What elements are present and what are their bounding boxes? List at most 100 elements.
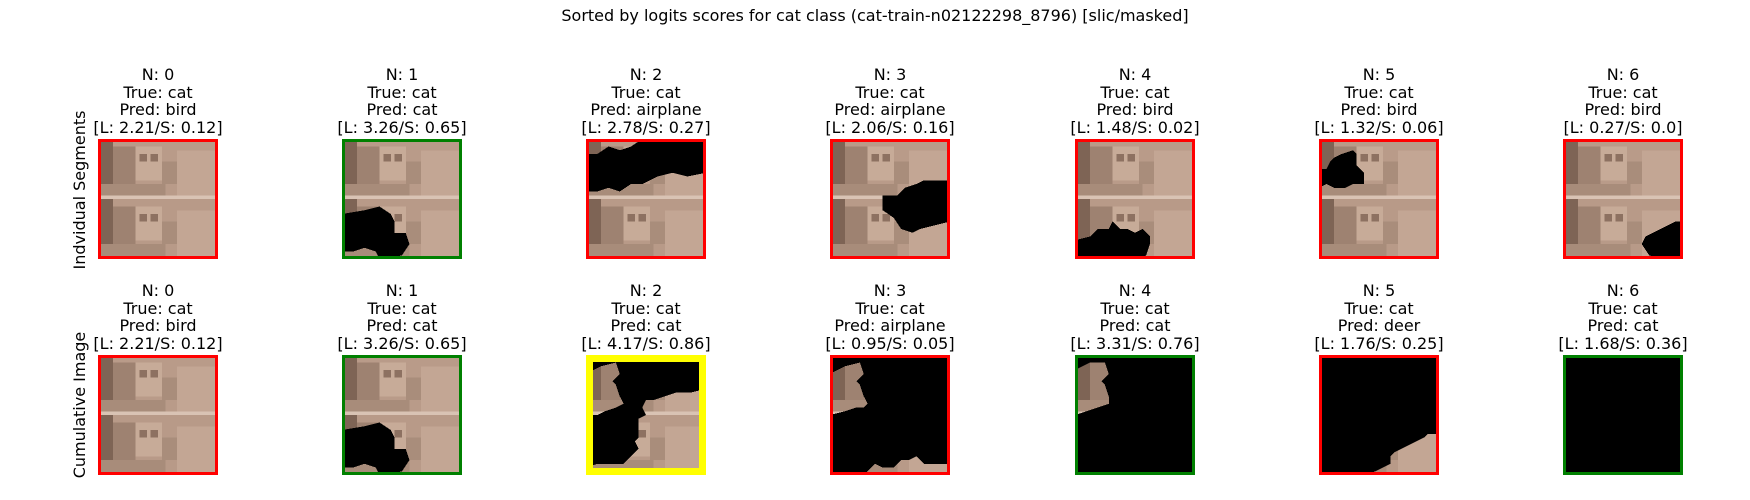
- panel-true-label: True: cat: [1588, 298, 1658, 318]
- mask-region: [1075, 355, 1195, 475]
- thumbnail-image: [342, 355, 462, 475]
- panel-pred: Pred: deer: [1337, 316, 1421, 335]
- panel-title: N: 5 True: cat Pred: bird [L: 1.32/S: 0.06]: [1289, 66, 1469, 136]
- panel-true-label: True: cat: [1344, 82, 1414, 102]
- panel-pred: Pred: bird: [119, 100, 197, 119]
- panel-n: N: 3: [873, 281, 907, 300]
- mask-region: [1641, 221, 1683, 259]
- panel-score: [L: 0.95/S: 0.05]: [825, 333, 955, 353]
- panel-score: [L: 4.17/S: 0.86]: [581, 333, 711, 353]
- panel-true-label: True: cat: [855, 82, 925, 102]
- panel-true-label: True: cat: [855, 298, 925, 318]
- thumbnail-image: [1563, 355, 1683, 475]
- panel-true-label: True: cat: [611, 298, 681, 318]
- cumulative-thumbnail: [98, 355, 218, 475]
- thumbnail-image: [98, 355, 218, 475]
- panel-score: [L: 2.21/S: 0.12]: [93, 333, 223, 353]
- panel-true-label: True: cat: [367, 82, 437, 102]
- panel-score: [L: 3.26/S: 0.65]: [337, 333, 467, 353]
- panel-pred: Pred: bird: [1340, 100, 1418, 119]
- cumulative-thumbnail: [1319, 355, 1439, 475]
- panel-pred: Pred: cat: [366, 100, 438, 119]
- cumulative-thumbnail: [1075, 355, 1195, 475]
- thumbnail-image: [830, 355, 950, 475]
- panel-true-label: True: cat: [367, 298, 437, 318]
- panel-title: N: 6 True: cat Pred: cat [L: 1.68/S: 0.36]: [1533, 282, 1713, 352]
- panel-true-label: True: cat: [123, 82, 193, 102]
- panel-pred: Pred: cat: [610, 316, 682, 335]
- panel-true-label: True: cat: [611, 82, 681, 102]
- panel-pred: Pred: cat: [1587, 316, 1659, 335]
- panel-title: N: 1 True: cat Pred: cat [L: 3.26/S: 0.65]: [312, 66, 492, 136]
- segment-thumbnail: [830, 139, 950, 259]
- panel-title: N: 1 True: cat Pred: cat [L: 3.26/S: 0.65]: [312, 282, 492, 352]
- mask-region: [1075, 221, 1150, 259]
- panel-true-label: True: cat: [1588, 82, 1658, 102]
- thumbnail-image: [1319, 139, 1439, 259]
- segment-thumbnail: [98, 139, 218, 259]
- thumbnail-image: [342, 139, 462, 259]
- panel-n: N: 6: [1606, 281, 1640, 300]
- panel-title: N: 2 True: cat Pred: airplane [L: 2.78/S: 0…: [556, 66, 736, 136]
- panel-n: N: 2: [629, 65, 663, 84]
- panel-title: N: 4 True: cat Pred: bird [L: 1.48/S: 0.02]: [1045, 66, 1225, 136]
- panel-n: N: 1: [385, 65, 419, 84]
- segment-thumbnail: [1563, 139, 1683, 259]
- panel-pred: Pred: airplane: [834, 316, 946, 335]
- panel-pred: Pred: bird: [119, 316, 197, 335]
- panel-pred: Pred: airplane: [834, 100, 946, 119]
- panel-pred: Pred: bird: [1096, 100, 1174, 119]
- mask-region: [1319, 355, 1439, 475]
- panel-title: N: 0 True: cat Pred: bird [L: 2.21/S: 0.12]: [68, 66, 248, 136]
- panel-score: [L: 2.21/S: 0.12]: [93, 117, 223, 137]
- mask-region: [882, 180, 950, 233]
- panel-pred: Pred: cat: [366, 316, 438, 335]
- photo-cat: [98, 139, 218, 259]
- panel-score: [L: 2.78/S: 0.27]: [581, 117, 711, 137]
- mask-region: [342, 422, 410, 475]
- panel-true-label: True: cat: [1100, 82, 1170, 102]
- thumbnail-image: [98, 139, 218, 259]
- panel-true-label: True: cat: [123, 298, 193, 318]
- panel-n: N: 5: [1362, 65, 1396, 84]
- panel-pred: Pred: bird: [1584, 100, 1662, 119]
- panel-title: N: 3 True: cat Pred: airplane [L: 2.06/S: 0…: [800, 66, 980, 136]
- thumbnail-image: [1319, 355, 1439, 475]
- panel-n: N: 6: [1606, 65, 1640, 84]
- panel-title: N: 3 True: cat Pred: airplane [L: 0.95/S: 0…: [800, 282, 980, 352]
- panel-score: [L: 3.31/S: 0.76]: [1070, 333, 1200, 353]
- cumulative-thumbnail: [342, 355, 462, 475]
- panel-score: [L: 1.48/S: 0.02]: [1070, 117, 1200, 137]
- mask-region: [1563, 355, 1683, 475]
- panel-n: N: 1: [385, 281, 419, 300]
- mask-region: [1319, 150, 1364, 188]
- panel-pred: Pred: airplane: [590, 100, 702, 119]
- cumulative-thumbnail: [1563, 355, 1683, 475]
- panel-n: N: 0: [141, 65, 175, 84]
- panel-title: N: 0 True: cat Pred: bird [L: 2.21/S: 0.12]: [68, 282, 248, 352]
- panel-n: N: 3: [873, 65, 907, 84]
- panel-title: N: 2 True: cat Pred: cat [L: 4.17/S: 0.86]: [556, 282, 736, 352]
- cumulative-thumbnail: [586, 355, 706, 475]
- thumbnail-image: [586, 139, 706, 259]
- mask-region: [830, 355, 950, 475]
- thumbnail-image: [1075, 139, 1195, 259]
- panel-score: [L: 1.68/S: 0.36]: [1558, 333, 1688, 353]
- segment-thumbnail: [1319, 139, 1439, 259]
- panel-title: N: 4 True: cat Pred: cat [L: 3.31/S: 0.76]: [1045, 282, 1225, 352]
- thumbnail-image: [1075, 355, 1195, 475]
- segment-thumbnail: [586, 139, 706, 259]
- panel-n: N: 0: [141, 281, 175, 300]
- thumbnail-image: [830, 139, 950, 259]
- panel-score: [L: 0.27/S: 0.0]: [1563, 117, 1683, 137]
- panel-true-label: True: cat: [1344, 298, 1414, 318]
- panel-n: N: 4: [1118, 281, 1152, 300]
- panel-score: [L: 1.32/S: 0.06]: [1314, 117, 1444, 137]
- mask-region: [586, 139, 706, 192]
- mask-region: [586, 355, 706, 468]
- segment-thumbnail: [342, 139, 462, 259]
- panel-score: [L: 2.06/S: 0.16]: [825, 117, 955, 137]
- cumulative-thumbnail: [830, 355, 950, 475]
- panel-true-label: True: cat: [1100, 298, 1170, 318]
- panel-title: N: 5 True: cat Pred: deer [L: 1.76/S: 0.25]: [1289, 282, 1469, 352]
